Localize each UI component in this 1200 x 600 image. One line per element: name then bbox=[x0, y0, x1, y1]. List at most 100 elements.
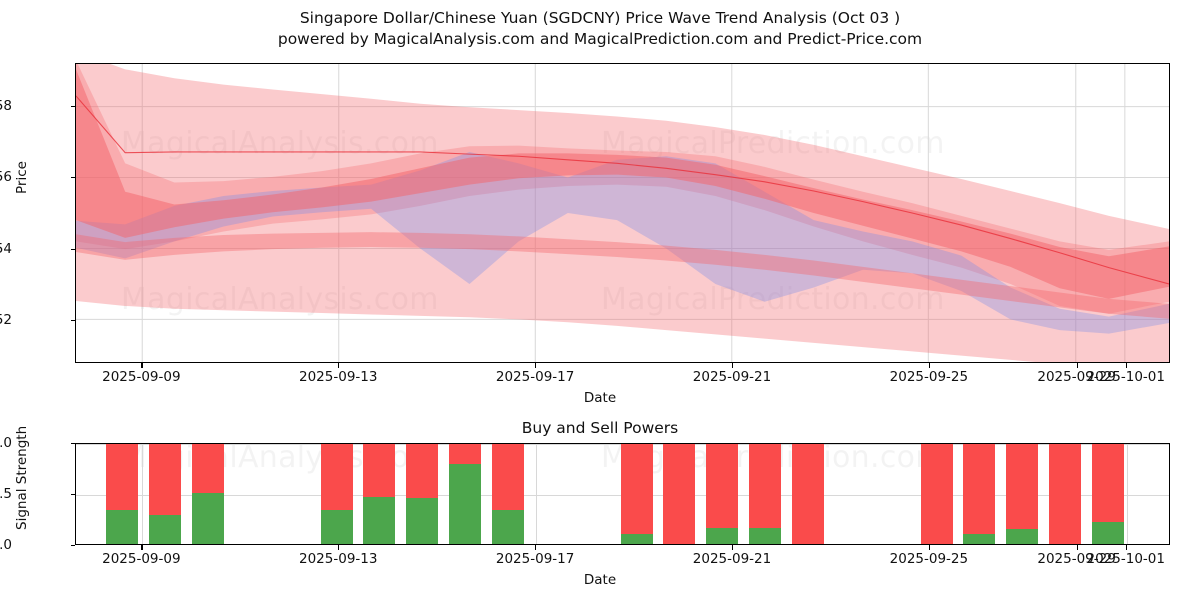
signal-xtick-label-6: 2025-10-01 bbox=[1086, 551, 1165, 567]
signal-xtick-mark-1 bbox=[338, 545, 340, 550]
signal-chart-title: Buy and Sell Powers bbox=[521, 419, 679, 437]
signal-bar bbox=[1049, 444, 1082, 544]
price-xtick-label-3: 2025-09-21 bbox=[692, 369, 772, 385]
sell-power-segment bbox=[492, 444, 524, 511]
signal-xtick-mark-3 bbox=[732, 545, 734, 550]
signal-ytick-mark-0 bbox=[70, 545, 75, 547]
sell-power-segment bbox=[1006, 444, 1039, 529]
buy-power-segment bbox=[1006, 528, 1039, 544]
price-xtick-mark-2 bbox=[535, 363, 537, 368]
signal-bar bbox=[749, 444, 782, 544]
signal-bar bbox=[192, 444, 224, 544]
price-ytick-label-3: 5.58 bbox=[0, 97, 12, 114]
signal-xtick-mark-4 bbox=[928, 545, 931, 550]
price-ytick-label-1: 5.54 bbox=[0, 240, 12, 257]
price-xtick-mark-5 bbox=[1076, 363, 1078, 368]
signal-bar bbox=[792, 444, 824, 544]
signal-bar bbox=[620, 444, 653, 544]
signal-bar bbox=[449, 444, 482, 544]
buy-power-segment bbox=[320, 510, 353, 544]
signal-bar bbox=[406, 444, 439, 544]
signal-xtick-label-0: 2025-09-09 bbox=[102, 551, 181, 567]
buy-power-segment bbox=[620, 533, 653, 544]
signal-bar bbox=[1006, 444, 1039, 544]
sell-power-segment bbox=[1049, 444, 1082, 544]
signal-vgridline-6 bbox=[1126, 444, 1128, 544]
chart-title-block: Singapore Dollar/Chinese Yuan (SGDCNY) P… bbox=[0, 8, 1200, 50]
price-ytick-mark-2 bbox=[70, 177, 75, 179]
price-trend-line bbox=[76, 95, 1169, 285]
price-xtick-label-2: 2025-09-17 bbox=[495, 369, 575, 385]
signal-xtick-label-4: 2025-09-25 bbox=[889, 551, 969, 567]
price-band-inner bbox=[76, 232, 1169, 319]
signal-bar bbox=[106, 444, 139, 544]
sell-power-segment bbox=[963, 444, 996, 534]
signal-bar bbox=[320, 444, 353, 544]
signal-bar bbox=[963, 444, 996, 544]
price-xtick-label-0: 2025-09-09 bbox=[102, 369, 181, 385]
signal-ytick-label-1: 0.5 bbox=[0, 486, 12, 502]
sell-power-segment bbox=[192, 444, 224, 493]
signal-bar bbox=[363, 444, 396, 544]
sell-power-segment bbox=[149, 444, 182, 516]
price-xtick-mark-3 bbox=[732, 363, 734, 368]
price-yaxis-title: Price bbox=[14, 161, 30, 194]
sell-power-segment bbox=[449, 444, 482, 465]
price-xtick-label-5: 2025-09-29 bbox=[1037, 369, 1116, 385]
buy-power-segment bbox=[492, 510, 524, 544]
page-title: Singapore Dollar/Chinese Yuan (SGDCNY) P… bbox=[299, 9, 901, 27]
signal-ytick-label-0: 0.0 bbox=[0, 537, 12, 553]
sell-power-segment bbox=[663, 444, 696, 544]
signal-ytick-mark-1 bbox=[70, 494, 75, 496]
signal-xtick-mark-2 bbox=[535, 545, 537, 550]
signal-bar bbox=[1092, 444, 1124, 544]
sell-power-segment bbox=[620, 444, 653, 534]
signal-xtick-label-1: 2025-09-13 bbox=[299, 551, 378, 567]
buy-power-segment bbox=[106, 510, 139, 544]
price-xtick-label-1: 2025-09-13 bbox=[299, 369, 378, 385]
price-ytick-label-2: 5.56 bbox=[0, 169, 12, 186]
sell-power-segment bbox=[1092, 444, 1124, 522]
buy-power-segment bbox=[1092, 521, 1124, 544]
price-xtick-mark-4 bbox=[928, 363, 931, 368]
buy-power-segment bbox=[149, 515, 182, 544]
signal-xtick-mark-5 bbox=[1076, 545, 1078, 550]
signal-bar bbox=[663, 444, 696, 544]
buy-power-segment bbox=[363, 497, 396, 544]
signal-ytick-label-2: 1.0 bbox=[0, 435, 12, 451]
signal-bar bbox=[492, 444, 524, 544]
page-subtitle: powered by MagicalAnalysis.com and Magic… bbox=[277, 30, 923, 48]
signal-xtick-mark-6 bbox=[1125, 545, 1127, 550]
price-ytick-mark-3 bbox=[70, 105, 75, 108]
sell-power-segment bbox=[706, 444, 739, 528]
buy-power-segment bbox=[749, 527, 782, 544]
buy-power-segment bbox=[706, 527, 739, 544]
price-band-mid bbox=[76, 64, 1169, 314]
price-xtick-mark-0 bbox=[141, 363, 143, 368]
price-ytick-mark-0 bbox=[70, 320, 75, 322]
buy-power-segment bbox=[449, 464, 482, 544]
price-xaxis-title: Date bbox=[583, 390, 617, 406]
buy-sell-powers-plot-area: MagicalAnalysis.com MagicalPrediction.co… bbox=[75, 443, 1170, 545]
signal-xtick-label-5: 2025-09-29 bbox=[1037, 551, 1116, 567]
signal-xaxis-title: Date bbox=[583, 572, 617, 588]
signal-xtick-label-2: 2025-09-17 bbox=[495, 551, 575, 567]
signal-yaxis-title: Signal Strength bbox=[14, 425, 30, 530]
sell-power-segment bbox=[363, 444, 396, 498]
signal-bar bbox=[706, 444, 739, 544]
price-ytick-mark-1 bbox=[70, 248, 75, 250]
sell-power-segment bbox=[320, 444, 353, 511]
price-xtick-label-4: 2025-09-25 bbox=[889, 369, 969, 385]
signal-bar bbox=[149, 444, 182, 544]
sell-power-segment bbox=[920, 444, 953, 544]
signal-bar bbox=[920, 444, 953, 544]
signal-vgridline-0 bbox=[142, 444, 144, 544]
price-xtick-mark-6 bbox=[1125, 363, 1127, 368]
sell-power-segment bbox=[749, 444, 782, 528]
sell-power-segment bbox=[406, 444, 439, 499]
signal-xtick-label-3: 2025-09-21 bbox=[692, 551, 772, 567]
price-wave-svg bbox=[76, 64, 1169, 362]
signal-vgridline-2 bbox=[536, 444, 538, 544]
buy-power-segment bbox=[192, 493, 224, 544]
buy-power-segment bbox=[406, 498, 439, 544]
